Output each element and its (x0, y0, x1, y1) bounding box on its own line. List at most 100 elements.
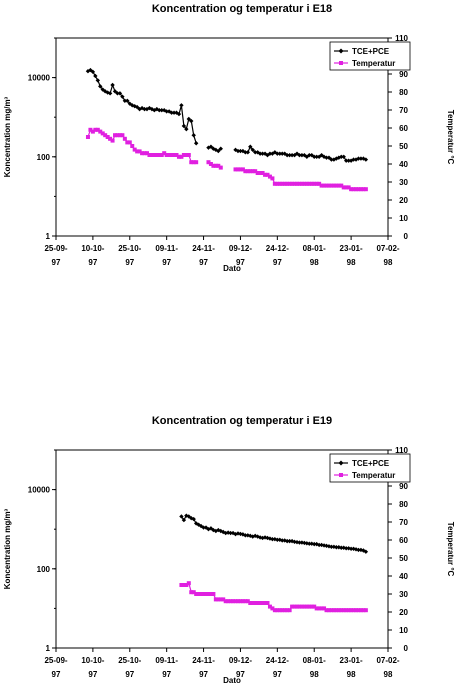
chart1-series-temperatur-point (233, 167, 238, 172)
chart2-x-tick-label: 24-12-97 (266, 656, 289, 679)
chart2-y2-tick-label: 90 (399, 482, 408, 491)
chart2-series-temperatur-point (324, 608, 329, 613)
chart1-series-temperatur-point (103, 133, 108, 138)
chart1-series-temperatur-point (135, 149, 140, 154)
chart2-x-tick-label: 10-10-97 (81, 656, 104, 679)
chart1-series-temperatur-point (93, 127, 98, 132)
chart2-series-temperatur-point (221, 597, 226, 602)
chart1-series-tce-pce-point (275, 151, 280, 156)
chart1-series-temperatur-point (282, 181, 287, 186)
chart1-series-temperatur-point (277, 181, 282, 186)
chart2-series-temperatur-point (277, 608, 282, 613)
chart2-series-temperatur-point (280, 608, 285, 613)
chart1-series-temperatur-point (174, 153, 179, 157)
chart1-series-temperatur-point (189, 160, 194, 165)
chart2-series-temperatur-point (292, 604, 297, 609)
chart2-series-temperatur-point (329, 608, 334, 613)
chart2-y2-tick-label: 70 (399, 518, 408, 527)
chart1-series-temperatur-point (307, 181, 312, 186)
chart1-series-temperatur-point (317, 181, 322, 186)
chart2-legend-label: Temperatur (352, 471, 395, 480)
chart2-x-tick-label: 09-11-97 (155, 656, 178, 679)
chart1-series-tce-pce-point (134, 104, 140, 110)
chart1-series-temperatur-point (164, 153, 169, 157)
chart1-series-temperatur-point (211, 163, 216, 168)
chart1-series-temperatur-point (142, 151, 147, 156)
chart-e19-svg: Koncentration og temperatur i E191100100… (3, 415, 455, 685)
chart1-series-temperatur-point (113, 133, 118, 138)
chart1-y2-tick-label: 50 (399, 142, 408, 151)
chart1-y2-tick-label: 70 (399, 106, 408, 115)
chart1-series-temperatur-point (122, 136, 127, 141)
chart1-series-tce-pce-point (238, 148, 243, 154)
chart2-series-temperatur-point (326, 608, 331, 613)
chart2-series-temperatur-point (184, 583, 189, 587)
chart1-series-tce-pce-point (88, 67, 93, 73)
chart2-series-temperatur-point (240, 599, 245, 604)
chart2-series-temperatur-point (250, 601, 255, 605)
chart1-series-temperatur-point (285, 181, 290, 186)
chart1-series-temperatur-point (334, 183, 339, 188)
chart1-series-temperatur-point (329, 183, 334, 188)
chart2-series-tce-pce-point (243, 533, 248, 538)
chart1-series-tce-pce-point (176, 111, 182, 117)
chart1-series-tce-pce-point (324, 155, 329, 160)
chart1-series-tce-pce-point (351, 157, 356, 162)
chart1-series-tce-pce-point (250, 147, 255, 153)
chart2-y2-tick-label: 50 (399, 554, 408, 563)
chart1-series-temperatur-point (110, 138, 115, 143)
chart1-series-temperatur-point (194, 160, 199, 165)
chart1-series-tce-pce-point (171, 110, 177, 115)
chart1-series-tce-pce-point (257, 151, 263, 156)
chart1-series-tce-pce-point (346, 158, 351, 163)
chart1-series-tce-pce-point (267, 151, 273, 156)
chart1-series-tce-pce-point (284, 152, 290, 158)
chart2-y2-tick-label: 110 (395, 446, 408, 455)
chart2-legend-label: TCE+PCE (352, 459, 390, 468)
chart1-series-temperatur-point (267, 174, 272, 179)
chart1-series-tce-pce-point (312, 154, 317, 159)
chart2-x-tick-label: 25-09-97 (44, 656, 67, 679)
chart2-y-axis-title: Koncentration mg/m³ (3, 508, 12, 589)
chart1-series-temperatur-point (149, 153, 154, 157)
chart1-series-tce-pce-point (297, 152, 302, 158)
chart1-series-temperatur-point (263, 172, 268, 177)
chart1-y-tick-label: 1 (46, 232, 51, 241)
chart2-x-tick-label: 24-11-97 (192, 656, 215, 679)
chart1-series-temperatur-point (206, 160, 211, 165)
chart2-series-temperatur-point (285, 608, 290, 613)
chart1-series-tce-pce-point (245, 150, 251, 155)
chart1-series-temperatur-point (105, 135, 110, 139)
chart1-y2-tick-label: 60 (399, 124, 408, 133)
chart1-series-temperatur-point (346, 185, 351, 190)
chart2-series-temperatur-point (216, 597, 221, 602)
chart1-series-temperatur-point (354, 187, 359, 192)
chart1-series-tce-pce-point (179, 103, 184, 108)
chart1-series-temperatur-point (179, 154, 184, 159)
chart2-series-temperatur-point (228, 599, 233, 604)
chart1-series-temperatur-point (100, 131, 105, 136)
chart2-series-temperatur-point (351, 608, 356, 613)
chart1-series-tce-pce-point (90, 69, 96, 75)
chart1-series-temperatur-point (167, 153, 172, 157)
chart1-series-temperatur-point (304, 181, 309, 186)
chart1-series-tce-pce-point (105, 90, 110, 95)
chart2-x-tick-label: 07-02-98 (376, 656, 399, 679)
chart1-legend-box (329, 41, 411, 71)
chart1-series-tce-pce-point (329, 157, 334, 162)
chart2-series-temperatur-point (255, 601, 260, 605)
chart2-series-temperatur-point (213, 597, 218, 602)
chart1-series-tce-pce-point (193, 141, 199, 146)
chart2-series-temperatur-point (270, 606, 275, 611)
chart2-series-temperatur-point (341, 608, 346, 613)
chart1-series-tce-pce-point (169, 110, 174, 115)
chart2-series-temperatur-point (189, 590, 194, 595)
chart1-series-temperatur-point (157, 153, 162, 157)
chart1-series-temperatur-point (258, 171, 263, 175)
chart2-series-temperatur-point (235, 599, 240, 604)
chart2-series-temperatur-point (354, 608, 359, 613)
chart2-series-temperatur-point (339, 608, 344, 613)
chart2-legend-marker (338, 460, 344, 466)
chart1-y2-tick-label: 20 (399, 196, 408, 205)
chart1-series-temperatur-point (339, 183, 344, 188)
